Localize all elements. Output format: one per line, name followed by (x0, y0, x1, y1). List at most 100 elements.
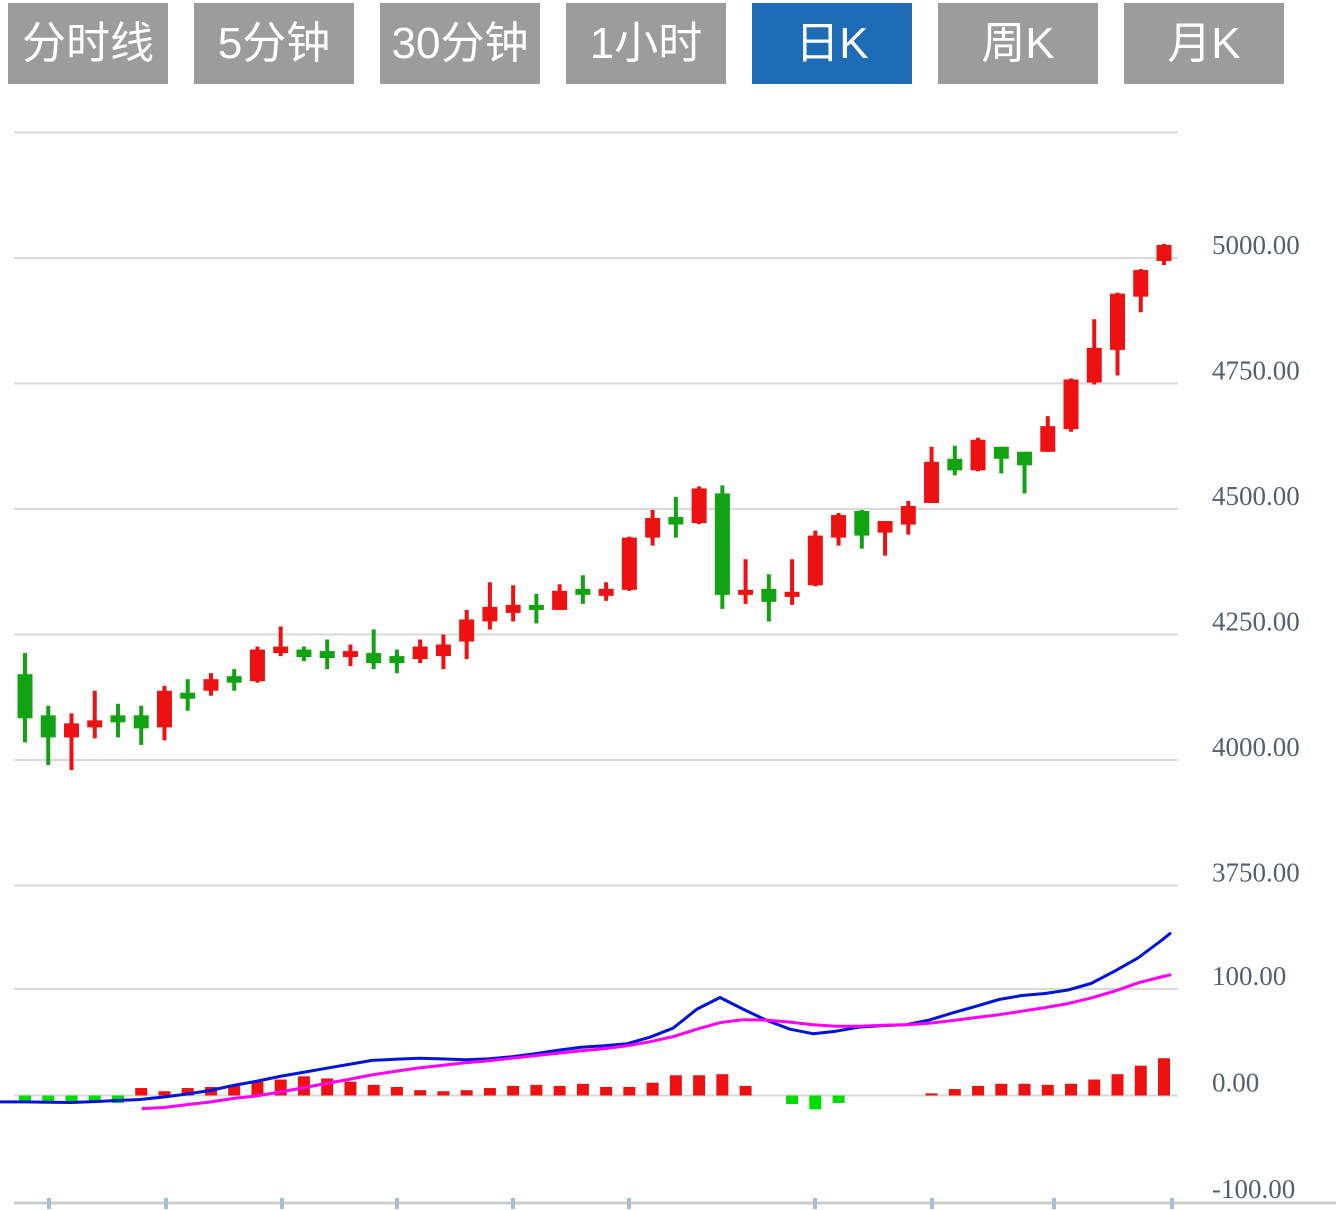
macd-bar[interactable] (1041, 1084, 1054, 1096)
tab-weekly-k[interactable]: 周K (938, 3, 1098, 84)
candle[interactable] (17, 653, 33, 743)
candle[interactable] (40, 705, 56, 766)
macd-bar[interactable] (1018, 1083, 1031, 1096)
macd-bar[interactable] (135, 1088, 148, 1096)
macd-bar[interactable] (623, 1086, 636, 1096)
tab-5min[interactable]: 5分钟 (194, 3, 354, 84)
candle[interactable] (1086, 319, 1102, 385)
candle[interactable] (645, 510, 661, 546)
macd-bar[interactable] (553, 1085, 566, 1096)
candle[interactable] (156, 685, 172, 741)
macd-bar[interactable] (297, 1076, 310, 1096)
candle[interactable] (900, 500, 916, 535)
candle[interactable] (133, 705, 149, 745)
candle[interactable] (552, 584, 568, 610)
macd-bar[interactable] (1134, 1065, 1147, 1096)
macd-bar[interactable] (19, 1095, 31, 1103)
macd-bar[interactable] (321, 1078, 334, 1096)
candle[interactable] (412, 639, 428, 664)
macd-bar[interactable] (88, 1095, 101, 1103)
tab-1hour[interactable]: 1小时 (566, 3, 726, 84)
candle[interactable] (691, 486, 707, 525)
candle[interactable] (180, 679, 196, 711)
tab-daily-k[interactable]: 日K (752, 3, 912, 84)
tab-monthly-k[interactable]: 月K (1124, 3, 1284, 84)
candle[interactable] (1110, 292, 1126, 376)
candle[interactable] (459, 609, 475, 660)
macd-bar[interactable] (646, 1082, 659, 1096)
candle[interactable] (389, 649, 405, 674)
macd-bar[interactable] (65, 1095, 78, 1103)
candle[interactable] (854, 510, 870, 549)
candle[interactable] (366, 629, 382, 670)
candle[interactable] (761, 574, 777, 622)
macd-bar[interactable] (832, 1095, 845, 1103)
candle[interactable] (87, 690, 103, 739)
macd-bar[interactable] (1088, 1079, 1101, 1096)
candle[interactable] (528, 593, 544, 624)
candle[interactable] (598, 582, 614, 601)
candle[interactable] (482, 582, 498, 630)
macd-bar[interactable] (925, 1093, 938, 1096)
candle[interactable] (249, 646, 265, 683)
macd-bar[interactable] (716, 1074, 729, 1096)
macd-bar[interactable] (507, 1085, 520, 1096)
candle[interactable] (319, 639, 335, 670)
macd-bar[interactable] (576, 1083, 589, 1096)
macd-bar[interactable] (1158, 1058, 1171, 1096)
candle[interactable] (505, 585, 521, 622)
macd-bar[interactable] (228, 1085, 241, 1096)
macd-bar[interactable] (995, 1083, 1008, 1096)
candle[interactable] (273, 626, 289, 657)
candle[interactable] (342, 644, 358, 667)
macd-bar[interactable] (344, 1081, 357, 1096)
macd-bar[interactable] (460, 1090, 473, 1096)
candle[interactable] (668, 496, 684, 538)
macd-bar[interactable] (530, 1084, 543, 1096)
macd-bar[interactable] (483, 1088, 496, 1096)
macd-bar[interactable] (948, 1089, 961, 1096)
candle[interactable] (993, 446, 1009, 474)
candle[interactable] (831, 513, 847, 546)
macd-bar[interactable] (251, 1081, 264, 1096)
macd-bar[interactable] (786, 1095, 799, 1105)
macd-bar[interactable] (390, 1086, 403, 1096)
candle[interactable] (1017, 451, 1033, 494)
macd-bar[interactable] (972, 1085, 985, 1096)
candle[interactable] (435, 634, 451, 670)
macd-bar[interactable] (158, 1091, 171, 1096)
macd-bar[interactable] (669, 1075, 682, 1096)
candle[interactable] (1063, 378, 1079, 432)
candle[interactable] (296, 646, 312, 662)
tab-30min[interactable]: 30分钟 (380, 3, 540, 84)
macd-bar[interactable] (600, 1086, 613, 1096)
macd-bar[interactable] (1111, 1074, 1124, 1096)
candle[interactable] (1040, 416, 1056, 452)
candle[interactable] (575, 575, 591, 604)
macd-bar[interactable] (739, 1085, 752, 1096)
macd-bar[interactable] (437, 1091, 450, 1096)
candle[interactable] (1133, 269, 1149, 313)
candle[interactable] (877, 521, 893, 556)
candle[interactable] (784, 559, 800, 605)
candle[interactable] (924, 446, 940, 503)
candle[interactable] (621, 536, 637, 591)
tab-timeline[interactable]: 分时线 (8, 3, 168, 84)
macd-bar[interactable] (367, 1084, 380, 1096)
candle[interactable] (714, 485, 730, 609)
candle[interactable] (970, 437, 986, 472)
candle[interactable] (203, 673, 219, 696)
candle[interactable] (226, 669, 242, 691)
candle[interactable] (1156, 243, 1172, 266)
macd-bar[interactable] (693, 1075, 706, 1096)
macd-bar[interactable] (42, 1095, 55, 1103)
candle[interactable] (110, 703, 126, 738)
candle[interactable] (807, 530, 823, 587)
macd-bar[interactable] (181, 1088, 194, 1096)
macd-bar[interactable] (1065, 1083, 1078, 1096)
macd-bar[interactable] (809, 1095, 822, 1110)
macd-bar[interactable] (414, 1090, 427, 1096)
candle[interactable] (738, 559, 754, 604)
candle[interactable] (63, 713, 79, 771)
